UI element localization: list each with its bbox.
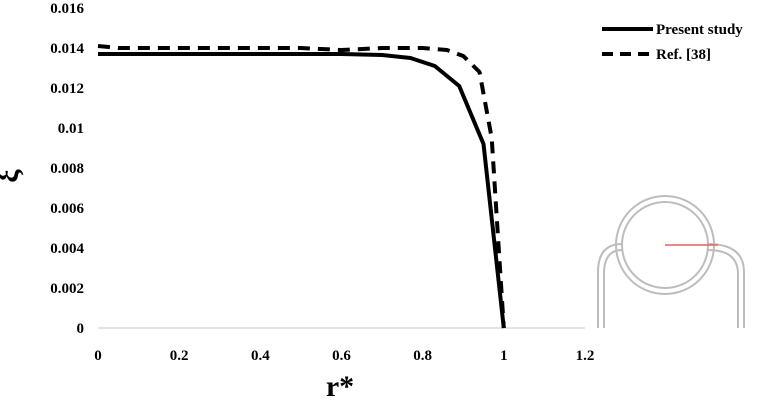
y-axis-title: ξ <box>0 169 25 183</box>
x-tick-label: 0.8 <box>413 348 432 364</box>
pipe-right-wall-inner <box>707 249 739 328</box>
y-tick-label: 0.01 <box>58 121 84 137</box>
x-tick-label: 1 <box>500 348 508 364</box>
x-tick-label: 0.2 <box>170 348 189 364</box>
pipe-cross-section-icon <box>597 195 745 328</box>
series-group <box>97 44 506 329</box>
pipe-left-wall-inner <box>603 249 623 328</box>
x-tick-labels: 0 0.2 0.4 0.6 0.8 1 1.2 <box>94 348 594 364</box>
legend: Present study Ref. [38] <box>602 22 743 63</box>
y-tick-label: 0.016 <box>50 1 84 17</box>
x-tick-label: 1.2 <box>576 348 595 364</box>
y-tick-label: 0.008 <box>50 161 84 177</box>
y-tick-label: 0.002 <box>50 281 84 297</box>
y-tick-label: 0.012 <box>50 81 84 97</box>
x-tick-label: 0.4 <box>251 348 270 364</box>
series-line-ref-38 <box>97 44 506 329</box>
y-tick-label: 0 <box>77 321 85 337</box>
y-tick-label: 0.006 <box>50 201 84 217</box>
x-tick-label: 0 <box>94 348 102 364</box>
y-tick-label: 0.004 <box>50 241 84 257</box>
y-tick-label: 0.014 <box>50 41 84 57</box>
series-line-present-study <box>98 52 506 329</box>
y-tick-labels: 0 0.002 0.004 0.006 0.008 0.01 0.012 0.014 0.016 <box>50 1 84 337</box>
x-axis-title: r* <box>326 370 354 400</box>
legend-label-present-study: Present study <box>656 22 743 38</box>
x-tick-label: 0.6 <box>332 348 351 364</box>
legend-label-ref-38: Ref. [38] <box>656 47 711 63</box>
pipe-left-wall <box>597 243 623 328</box>
